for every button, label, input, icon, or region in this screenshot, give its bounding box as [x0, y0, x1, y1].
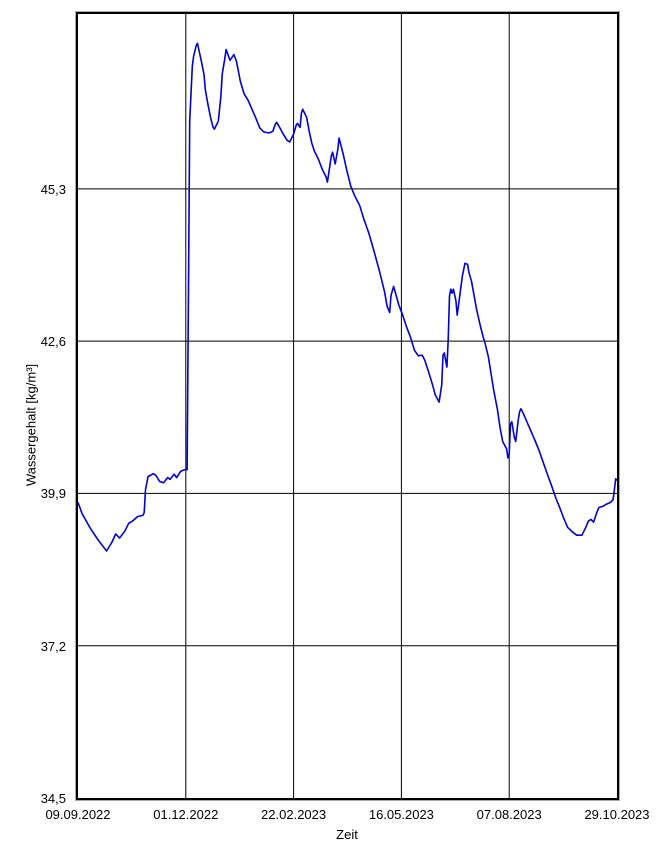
plot-area	[75, 11, 620, 801]
x-axis-title: Zeit	[336, 827, 358, 842]
y-tick-label: 37,2	[40, 638, 66, 654]
x-tick-label: 07.08.2023	[476, 807, 542, 822]
y-tick-label: 34,5	[40, 791, 66, 806]
y-tick-label: 42,6	[40, 334, 66, 350]
x-tick-label: 09.09.2022	[45, 807, 111, 822]
data-series-line	[78, 42, 617, 552]
y-tick-label: 39,9	[40, 486, 66, 502]
y-axis-title: Wassergehalt [kg/m³]	[23, 363, 39, 487]
plot-svg	[78, 14, 617, 798]
x-tick-label: 29.10.2023	[584, 807, 650, 822]
y-tick-label: 45,3	[40, 181, 66, 197]
x-tick-label: 22.02.2023	[261, 807, 327, 822]
x-tick-label: 16.05.2023	[368, 807, 434, 822]
x-tick-label: 01.12.2022	[153, 807, 219, 822]
